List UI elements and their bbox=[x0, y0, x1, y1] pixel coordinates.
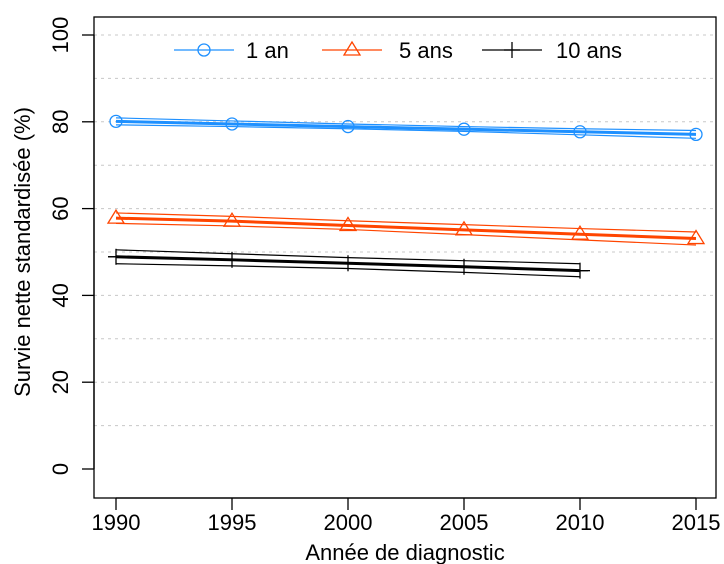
data-point bbox=[106, 208, 126, 224]
legend-item-3: 10 ans bbox=[482, 38, 622, 63]
y-tick-label: 60 bbox=[48, 196, 73, 220]
x-axis-title: Année de diagnostic bbox=[305, 540, 504, 564]
y-axis-title: Survie nette standardisée (%) bbox=[10, 107, 35, 397]
legend-marker bbox=[504, 42, 520, 58]
data-point bbox=[341, 119, 355, 134]
series-1 bbox=[109, 114, 703, 142]
series-line bbox=[115, 216, 697, 241]
x-tick-label: 2005 bbox=[440, 510, 489, 535]
data-point bbox=[689, 127, 703, 142]
legend-label: 5 ans bbox=[399, 38, 453, 63]
ci-lower-line bbox=[115, 124, 697, 139]
ci-upper-line bbox=[115, 117, 697, 132]
data-point bbox=[457, 122, 471, 136]
data-point bbox=[338, 216, 358, 232]
data-point bbox=[456, 258, 472, 275]
ci-upper-line bbox=[115, 212, 697, 233]
y-axis: 0 20 40 60 80 100 bbox=[48, 17, 95, 475]
data-point bbox=[454, 220, 474, 236]
legend: 1 an 5 ans 10 ans bbox=[174, 38, 622, 63]
legend-item-2: 5 ans bbox=[322, 38, 453, 63]
y-tick-label: 80 bbox=[48, 110, 73, 134]
x-tick-label: 2015 bbox=[672, 510, 721, 535]
data-point bbox=[222, 211, 242, 227]
legend-item-1: 1 an bbox=[174, 38, 289, 63]
ci-lower-line bbox=[115, 222, 697, 246]
data-point bbox=[573, 125, 587, 139]
x-tick-label: 2000 bbox=[324, 510, 373, 535]
legend-marker bbox=[342, 40, 362, 56]
x-tick-label: 1990 bbox=[92, 510, 141, 535]
legend-marker bbox=[197, 43, 211, 57]
x-tick-label: 2010 bbox=[556, 510, 605, 535]
x-axis: 1990 1995 2000 2005 2010 2015 bbox=[92, 497, 721, 535]
y-tick-label: 20 bbox=[48, 370, 73, 394]
data-point bbox=[109, 114, 123, 129]
data-point bbox=[340, 255, 356, 272]
gridlines bbox=[94, 34, 716, 427]
y-tick-label: 40 bbox=[48, 283, 73, 307]
series-layer bbox=[106, 114, 706, 279]
series-3 bbox=[108, 248, 590, 279]
legend-label: 1 an bbox=[246, 38, 289, 63]
data-point bbox=[570, 224, 590, 240]
series-2 bbox=[106, 208, 706, 246]
data-point bbox=[686, 229, 706, 245]
legend-label: 10 ans bbox=[556, 38, 622, 63]
x-tick-label: 1995 bbox=[208, 510, 257, 535]
data-point bbox=[225, 117, 239, 131]
series-line bbox=[115, 119, 697, 136]
y-tick-label: 100 bbox=[48, 17, 73, 54]
data-point bbox=[224, 251, 240, 268]
y-tick-label: 0 bbox=[48, 463, 73, 475]
